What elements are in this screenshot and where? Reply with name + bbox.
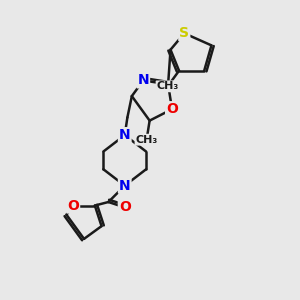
Text: S: S [179,26,189,40]
Text: CH₃: CH₃ [157,81,179,91]
Text: N: N [119,128,130,142]
Text: CH₃: CH₃ [136,135,158,145]
Text: O: O [119,200,131,214]
Text: N: N [137,74,149,87]
Text: N: N [119,179,130,193]
Text: O: O [67,199,79,212]
Text: O: O [166,102,178,116]
